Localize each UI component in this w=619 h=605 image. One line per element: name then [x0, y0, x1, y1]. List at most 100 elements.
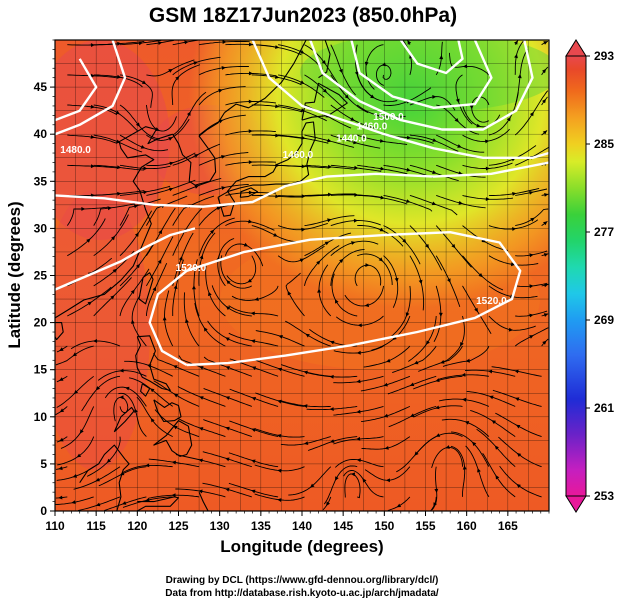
streamline-arrow [185, 318, 189, 323]
streamline-arrow [225, 487, 230, 492]
streamline-arrow [335, 476, 339, 481]
streamline-arrow [425, 243, 429, 249]
streamline-arrow [434, 488, 439, 493]
streamline-arrow [543, 221, 548, 226]
streamline-arrow [90, 164, 95, 169]
y-tick-label: 5 [40, 457, 47, 471]
streamline-arrow [335, 299, 339, 304]
streamline-arrow [58, 466, 63, 471]
streamline-arrow [543, 313, 549, 317]
streamline-arrow [81, 207, 86, 211]
colorbar-label: 261 [594, 401, 614, 415]
x-axis-label: Longitude (degrees) [220, 537, 383, 556]
streamline-arrow [378, 113, 383, 118]
streamline-arrow [251, 489, 256, 494]
streamline-arrow [225, 426, 230, 431]
streamline-arrow [111, 235, 116, 241]
streamline-arrow [516, 484, 521, 488]
streamline-arrow [432, 170, 437, 174]
streamline-arrow [512, 192, 517, 196]
contour-label: 1500.0 [373, 112, 404, 123]
streamline-arrow [225, 457, 230, 462]
coastline [55, 126, 173, 319]
streamline-arrow [275, 75, 280, 79]
streamline-arrow [86, 238, 91, 243]
x-tick-label: 160 [457, 519, 477, 533]
streamline-arrow [303, 441, 309, 445]
y-tick-label: 0 [40, 504, 47, 518]
streamline-arrow [275, 133, 280, 138]
streamline-arrow [463, 64, 468, 69]
streamline-arrow [317, 288, 321, 293]
streamline-arrow [396, 503, 402, 508]
streamline-arrow [529, 111, 534, 117]
streamline-arrow [426, 340, 430, 345]
streamline-arrow [134, 232, 139, 237]
streamline-arrow [330, 340, 335, 345]
streamline-arrow [248, 190, 253, 195]
streamline-arrow [364, 61, 369, 67]
streamline-arrow [324, 241, 330, 246]
streamline-arrow [95, 477, 100, 482]
height-contour [55, 227, 196, 291]
colorbar: 293 285 277 269 261 253 [565, 39, 614, 513]
x-tick-label: 165 [498, 519, 518, 533]
streamline-arrow [225, 396, 230, 400]
contour-label: 1520.0 [176, 263, 207, 274]
x-axis-ticks: 110 115 120 125 130 135 140 145 150 155 160 165 [45, 511, 550, 533]
streamline-arrow [95, 502, 101, 507]
streamline-arrow [354, 193, 359, 197]
streamline-arrow [277, 468, 282, 473]
coastline [153, 420, 193, 457]
streamline-arrow [354, 165, 359, 170]
streamline-arrow [251, 428, 256, 432]
streamline-arrow [356, 350, 361, 355]
streamline-arrow [356, 379, 361, 384]
streamline-arrow [59, 377, 64, 381]
streamline-arrow [278, 335, 283, 339]
streamline-arrow [90, 73, 95, 78]
streamline-arrow [121, 501, 127, 505]
streamline-arrow [112, 268, 117, 273]
streamline-arrow [460, 342, 464, 347]
streamline-arrow [194, 185, 199, 189]
colorbar-top-arrow [565, 39, 587, 57]
x-tick-label: 140 [292, 519, 312, 533]
streamline-arrow [469, 105, 474, 110]
streamline-arrow [474, 307, 478, 313]
streamline-arrow [481, 238, 486, 243]
streamline-arrow [380, 195, 385, 200]
streamline-arrow [530, 217, 535, 222]
streamline-arrow [445, 445, 450, 449]
streamline-arrow [247, 278, 252, 283]
streamline-arrow [351, 241, 356, 245]
contour-label: 1460.0 [283, 150, 314, 161]
streamline-arrow [276, 434, 282, 438]
streamline-arrow [464, 421, 470, 425]
streamline-arrow [328, 192, 333, 197]
streamline-arrow [106, 458, 112, 463]
streamline-arrow [316, 260, 321, 265]
streamline-arrow [364, 303, 369, 308]
streamline-arrow [222, 40, 227, 44]
streamline-arrow [491, 420, 496, 425]
height-contour [55, 40, 127, 136]
streamline-arrow [322, 88, 328, 93]
streamline-arrow [199, 396, 204, 400]
streamline-arrow [168, 69, 173, 73]
streamline-arrow [125, 386, 130, 391]
streamline-arrow [178, 256, 183, 261]
streamline-arrow [208, 291, 212, 297]
streamline-arrow [406, 167, 411, 172]
coastline [301, 82, 348, 121]
streamline-arrow [476, 123, 481, 128]
streamline-arrow [435, 405, 440, 410]
streamline-arrow [407, 40, 412, 45]
streamline-arrow [462, 465, 467, 470]
streamline-arrow [277, 498, 282, 502]
streamline-arrow [447, 278, 451, 283]
streamline-arrow [353, 218, 358, 223]
streamline-arrow [194, 154, 199, 158]
streamline-arrow [157, 259, 162, 264]
streamline-arrow [198, 489, 203, 494]
